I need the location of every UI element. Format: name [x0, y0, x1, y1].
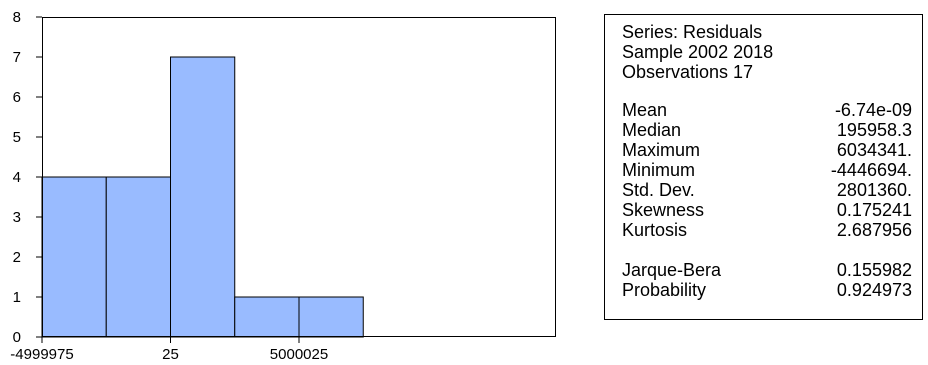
stat-value: -6.74e-09 [834, 100, 912, 120]
stat-row-minimum: Minimum -4446694. [622, 160, 912, 180]
histogram-bar-1 [41, 176, 107, 338]
stat-value: 2.687956 [836, 220, 912, 240]
y-tick-label: 7 [13, 49, 21, 66]
stat-value: 0.924973 [836, 280, 912, 300]
stat-value: 2801360. [836, 180, 912, 200]
stat-row-std-dev: Std. Dev. 2801360. [622, 180, 912, 200]
stat-row-mean: Mean -6.74e-09 [622, 100, 912, 120]
stat-row-probability: Probability 0.924973 [622, 280, 912, 300]
histogram-bar-2 [105, 176, 171, 338]
stat-value: -4446694. [830, 160, 912, 180]
x-tick-label: 5000025 [270, 346, 328, 363]
x-tick-label: 25 [162, 346, 179, 363]
stat-label: Maximum [622, 140, 701, 160]
y-tick-label: 2 [13, 249, 21, 266]
sample-range: Sample 2002 2018 [622, 42, 774, 62]
x-tick-label: -4999975 [10, 346, 73, 363]
stat-label: Minimum [622, 160, 696, 180]
stat-row-maximum: Maximum 6034341. [622, 140, 912, 160]
histogram-chart: 0 1 2 3 4 5 6 7 8 -4999975 25 5000025 [10, 9, 556, 363]
observations-count: Observations 17 [622, 62, 754, 82]
stat-label: Kurtosis [622, 220, 688, 240]
series-name: Series: Residuals [622, 22, 763, 42]
stat-row-jarque-bera: Jarque-Bera 0.155982 [622, 260, 912, 280]
y-tick-label: 3 [13, 209, 21, 226]
histogram-bar-5 [298, 296, 364, 338]
plot-frame [42, 17, 556, 337]
histogram-bar-4 [234, 296, 300, 338]
stat-row-kurtosis: Kurtosis 2.687956 [622, 220, 912, 240]
stat-value: 0.155982 [836, 260, 912, 280]
y-tick-label: 4 [13, 169, 21, 186]
y-tick-label: 5 [13, 129, 21, 146]
stat-label: Std. Dev. [622, 180, 695, 200]
y-tick-label: 0 [13, 329, 21, 346]
x-axis: -4999975 25 5000025 [10, 337, 328, 363]
y-tick-label: 8 [13, 9, 21, 26]
stat-label: Jarque-Bera [622, 260, 722, 280]
stat-label: Skewness [622, 200, 705, 220]
y-axis: 0 1 2 3 4 5 6 7 8 [13, 9, 42, 346]
stat-label: Median [622, 120, 682, 140]
stat-label: Mean [622, 100, 668, 120]
y-tick-label: 6 [13, 89, 21, 106]
stat-value: 6034341. [836, 140, 912, 160]
y-tick-label: 1 [13, 289, 21, 306]
stats-header: Series: Residuals Sample 2002 2018 Obser… [622, 22, 773, 82]
stat-label: Probability [622, 280, 707, 300]
statistics-box: Series: Residuals Sample 2002 2018 Obser… [604, 14, 923, 320]
histogram-bars [41, 56, 364, 338]
stat-value: 195958.3 [836, 120, 912, 140]
stat-row-median: Median 195958.3 [622, 120, 912, 140]
histogram-bar-3 [170, 56, 236, 338]
stat-value: 0.175241 [836, 200, 912, 220]
stat-row-skewness: Skewness 0.175241 [622, 200, 912, 220]
